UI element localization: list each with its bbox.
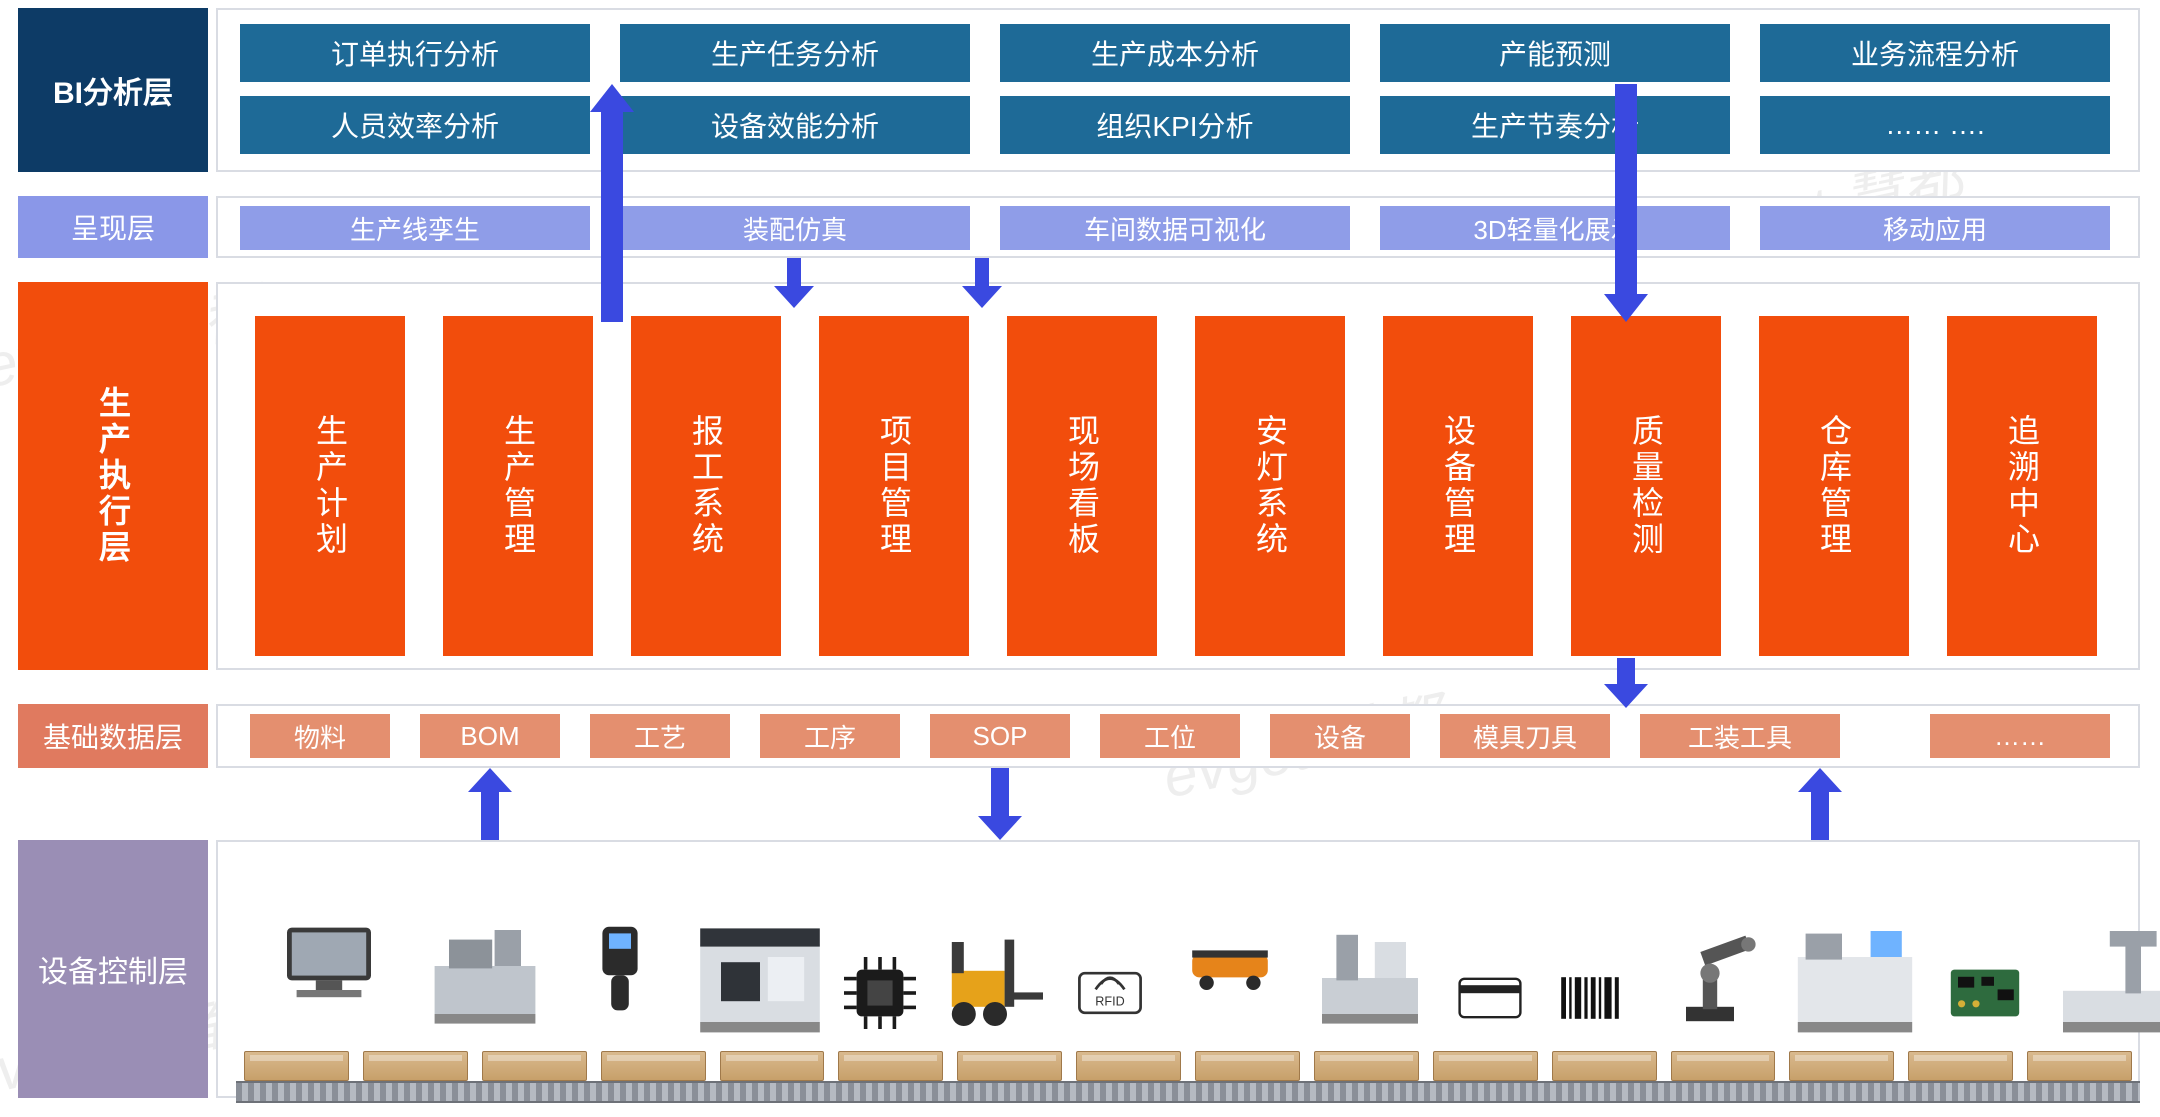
equipment-icon bbox=[930, 918, 1060, 1038]
base-cell: 工艺 bbox=[590, 714, 730, 758]
arrow-down-icon bbox=[774, 258, 814, 308]
exec-cell: 设备管理 bbox=[1383, 316, 1533, 656]
conveyor-belt bbox=[236, 1047, 2140, 1103]
bi-cell: 产能预测 bbox=[1380, 24, 1730, 82]
equipment-icon bbox=[410, 918, 560, 1038]
arrow-up-icon bbox=[468, 768, 512, 840]
bi-cell: 生产成本分析 bbox=[1000, 24, 1350, 82]
equipment-icon bbox=[680, 918, 830, 1038]
present-cell: 移动应用 bbox=[1760, 206, 2110, 250]
equipment-icon bbox=[1780, 918, 1930, 1038]
exec-cell: 生产管理 bbox=[443, 316, 593, 656]
equipment-icon bbox=[2040, 918, 2160, 1038]
bi-layer-label: BI分析层 bbox=[18, 8, 208, 172]
exec-cell: 报工系统 bbox=[631, 316, 781, 656]
arrow-up-icon bbox=[1798, 768, 1842, 840]
bi-cell: 生产节奏分析 bbox=[1380, 96, 1730, 154]
equipment-icon: RFID bbox=[1060, 948, 1160, 1038]
base-cell: BOM bbox=[420, 714, 560, 758]
base-cell: 模具刀具 bbox=[1440, 714, 1610, 758]
bi-cell: 生产任务分析 bbox=[620, 24, 970, 82]
bi-cell: 订单执行分析 bbox=[240, 24, 590, 82]
exec-cell: 追溯中心 bbox=[1947, 316, 2097, 656]
exec-cell: 现场看板 bbox=[1007, 316, 1157, 656]
exec-cell: 仓库管理 bbox=[1759, 316, 1909, 656]
base-cell: 设备 bbox=[1270, 714, 1410, 758]
exec-layer-label: 生产执行层 bbox=[18, 282, 208, 670]
base-cell: SOP bbox=[930, 714, 1070, 758]
exec-cell: 生产计划 bbox=[255, 316, 405, 656]
arrow-down-icon bbox=[1604, 84, 1648, 322]
present-cell: 生产线孪生 bbox=[240, 206, 590, 250]
exec-cell: 项目管理 bbox=[819, 316, 969, 656]
base-cell: 工序 bbox=[760, 714, 900, 758]
present-cell: 3D轻量化展示 bbox=[1380, 206, 1730, 250]
equipment-icon bbox=[560, 918, 680, 1038]
exec-cell: 质量检测 bbox=[1571, 316, 1721, 656]
base-cell: …… bbox=[1930, 714, 2110, 758]
device-layer-label: 设备控制层 bbox=[18, 840, 208, 1098]
base-cell: 物料 bbox=[250, 714, 390, 758]
present-cell: 装配仿真 bbox=[620, 206, 970, 250]
base-layer-label: 基础数据层 bbox=[18, 704, 208, 768]
equipment-icon bbox=[1160, 918, 1300, 1038]
equipment-icon bbox=[1930, 948, 2040, 1038]
equipment-icon bbox=[1640, 918, 1780, 1038]
arrow-down-icon bbox=[1604, 658, 1648, 708]
arrow-up-icon bbox=[590, 84, 634, 322]
equipment-icon bbox=[830, 948, 930, 1038]
base-cell: 工装工具 bbox=[1640, 714, 1840, 758]
arrow-down-icon bbox=[962, 258, 1002, 308]
bi-cell: …… …. bbox=[1760, 96, 2110, 154]
svg-text:RFID: RFID bbox=[1095, 995, 1124, 1009]
equipment-icon bbox=[1440, 958, 1540, 1038]
equipment-icon bbox=[260, 918, 410, 1038]
base-cell: 工位 bbox=[1100, 714, 1240, 758]
bi-cell: 人员效率分析 bbox=[240, 96, 590, 154]
equipment-icon bbox=[1300, 918, 1440, 1038]
present-cell: 车间数据可视化 bbox=[1000, 206, 1350, 250]
present-layer-label: 呈现层 bbox=[18, 196, 208, 258]
equipment-icon bbox=[1540, 958, 1640, 1038]
exec-cell: 安灯系统 bbox=[1195, 316, 1345, 656]
bi-cell: 业务流程分析 bbox=[1760, 24, 2110, 82]
arrow-down-icon bbox=[978, 768, 1022, 840]
bi-cell: 组织KPI分析 bbox=[1000, 96, 1350, 154]
bi-cell: 设备效能分析 bbox=[620, 96, 970, 154]
